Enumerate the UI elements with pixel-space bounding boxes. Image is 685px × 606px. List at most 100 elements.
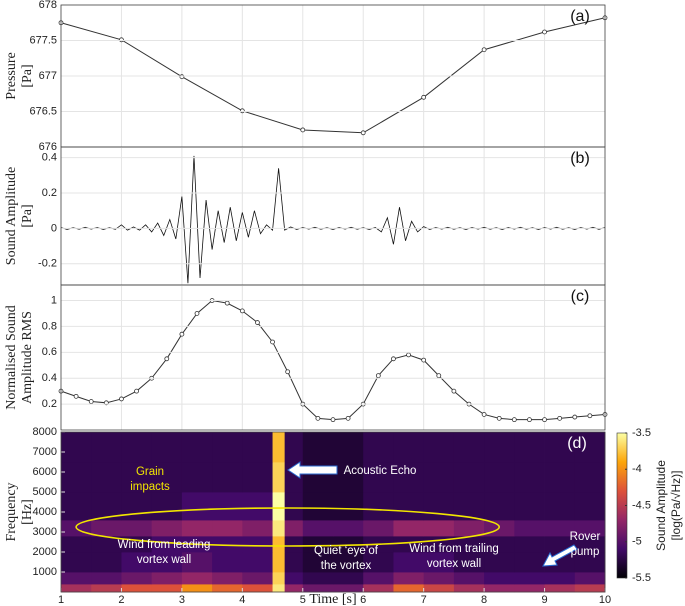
annotation: Wind from leading — [118, 539, 211, 551]
data-point — [572, 414, 578, 420]
annotation: the vortex — [321, 560, 372, 572]
data-point — [315, 415, 321, 421]
heatmap-cell — [514, 584, 545, 593]
heatmap-cell — [514, 536, 545, 553]
x-tick-label: 3 — [179, 594, 185, 606]
heatmap-cell — [333, 584, 364, 593]
heatmap-cell — [423, 520, 455, 537]
heatmap-cell — [363, 572, 394, 585]
heatmap-cell — [484, 584, 515, 593]
heatmap-cell — [91, 584, 122, 593]
heatmap-cell — [574, 492, 606, 521]
heatmap-cell — [121, 572, 153, 585]
heatmap-cell — [242, 536, 273, 553]
data-point — [73, 393, 79, 399]
data-point — [542, 29, 547, 35]
heatmap-cell — [181, 462, 213, 493]
heatmap-cell — [242, 572, 273, 585]
y-tick-label: 7000 — [33, 446, 57, 458]
heatmap-cell — [212, 432, 243, 463]
heatmap-cell — [544, 492, 576, 521]
heatmap-cell — [514, 572, 545, 585]
data-point — [451, 388, 457, 394]
data-point — [300, 127, 306, 133]
data-point — [481, 412, 487, 417]
heatmap-cell — [453, 552, 485, 573]
data-point — [436, 373, 442, 379]
data-point — [496, 415, 502, 421]
heatmap-cell — [61, 492, 92, 521]
heatmap-cell — [363, 584, 394, 593]
x-tick-label: 10 — [599, 594, 611, 606]
heatmap-cell — [302, 520, 334, 537]
y-tick-label: 676.5 — [29, 105, 57, 117]
heatmap-cell — [574, 552, 606, 573]
heatmap-cell — [302, 536, 334, 553]
heatmap-cell — [151, 552, 183, 573]
heatmap-cell — [544, 432, 576, 463]
heatmap-cell — [484, 462, 515, 493]
heatmap-cell — [121, 432, 153, 463]
heatmap-cell — [393, 432, 425, 463]
plot-frame — [60, 431, 606, 593]
plot-frame — [60, 284, 606, 431]
heatmap-cell — [242, 584, 273, 593]
heatmap-cell — [574, 536, 606, 553]
heatmap-cell — [91, 572, 122, 585]
heatmap-cell — [242, 492, 273, 521]
data-point — [194, 311, 200, 316]
heatmap-cell — [242, 552, 273, 573]
heatmap-cell — [544, 584, 576, 593]
heatmap-cell — [423, 572, 455, 585]
heatmap-cell — [151, 462, 183, 493]
y-tick-label: 1000 — [33, 566, 57, 578]
data-line — [60, 155, 606, 284]
data-point — [255, 320, 260, 325]
heatmap-cell — [453, 572, 485, 585]
heatmap-cell — [393, 552, 425, 573]
heatmap-cell — [151, 492, 183, 521]
heatmap-cell — [212, 520, 243, 537]
annotation: Quiet ‘eye’of — [314, 545, 379, 557]
heatmap-cell — [484, 572, 515, 585]
colorbar-label: [log(Pa/√Hz)] — [669, 471, 683, 541]
heatmap-cell — [302, 492, 334, 521]
y-tick-label: -0.2 — [38, 258, 57, 270]
heatmap-cell — [272, 462, 286, 493]
heatmap-cell — [121, 552, 153, 573]
y-tick-label: 8000 — [33, 426, 57, 438]
heatmap-cell — [242, 432, 273, 463]
heatmap-cell — [242, 520, 273, 537]
annotation: Wind from trailing — [409, 543, 498, 555]
y-tick-label: 5000 — [33, 486, 57, 498]
heatmap-cell — [423, 432, 455, 463]
data-point — [179, 74, 185, 80]
heatmap-cell — [61, 536, 92, 553]
y-axis-label: [Hz] — [20, 499, 35, 525]
heatmap-cell — [393, 536, 425, 553]
heatmap-cell — [181, 492, 213, 521]
heatmap-cell — [212, 572, 243, 585]
heatmap-cell — [514, 462, 545, 493]
data-point — [285, 369, 291, 375]
heatmap-cell — [333, 552, 364, 573]
annotation: Rover — [570, 531, 601, 543]
heatmap-cell — [212, 492, 243, 521]
data-point — [239, 108, 245, 114]
y-tick-label: 0.6 — [42, 346, 57, 358]
heatmap-cell — [453, 536, 485, 553]
heatmap-cell — [181, 584, 213, 593]
x-tick-label: 1 — [58, 594, 64, 606]
heatmap-cell — [363, 552, 394, 573]
heatmap-cell — [484, 536, 515, 553]
heatmap-cell — [302, 552, 334, 573]
heatmap-cell — [61, 584, 92, 593]
y-axis-label: Pressure — [4, 52, 19, 99]
heatmap-cell — [423, 492, 455, 521]
colorbar-tick-label: -3.5 — [632, 427, 651, 439]
y-axis-label: [Pa] — [20, 204, 35, 227]
data-point — [360, 130, 366, 136]
heatmap-cell — [333, 432, 364, 463]
heatmap-cell — [121, 462, 153, 493]
highlight-ellipse — [75, 507, 501, 547]
